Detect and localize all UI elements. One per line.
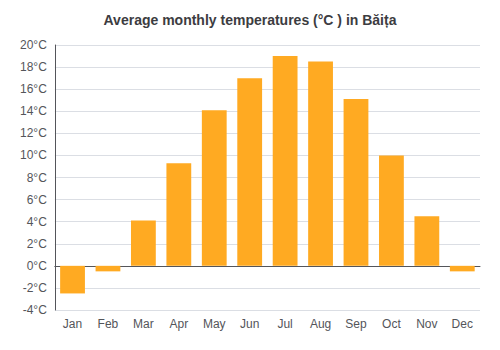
svg-text:Nov: Nov [416, 317, 437, 331]
svg-text:Sep: Sep [345, 317, 367, 331]
svg-text:12°C: 12°C [20, 126, 47, 140]
svg-text:Feb: Feb [98, 317, 119, 331]
svg-text:Jan: Jan [63, 317, 82, 331]
svg-text:Aug: Aug [310, 317, 331, 331]
svg-text:Apr: Apr [169, 317, 188, 331]
svg-text:4°C: 4°C [27, 215, 47, 229]
svg-text:Jun: Jun [240, 317, 259, 331]
svg-text:-2°C: -2°C [23, 281, 47, 295]
svg-text:16°C: 16°C [20, 82, 47, 96]
svg-text:8°C: 8°C [27, 171, 47, 185]
svg-text:Jul: Jul [277, 317, 292, 331]
svg-text:20°C: 20°C [20, 38, 47, 52]
svg-text:Dec: Dec [452, 317, 473, 331]
svg-text:Average monthly temperatures (: Average monthly temperatures (°C ) in Bă… [104, 12, 397, 28]
svg-text:18°C: 18°C [20, 60, 47, 74]
svg-text:2°C: 2°C [27, 237, 47, 251]
svg-text:0°C: 0°C [27, 259, 47, 273]
svg-text:6°C: 6°C [27, 193, 47, 207]
svg-text:10°C: 10°C [20, 148, 47, 162]
svg-text:-4°C: -4°C [23, 303, 47, 317]
svg-text:Mar: Mar [133, 317, 154, 331]
svg-text:14°C: 14°C [20, 104, 47, 118]
svg-text:Oct: Oct [382, 317, 401, 331]
svg-text:May: May [203, 317, 226, 331]
